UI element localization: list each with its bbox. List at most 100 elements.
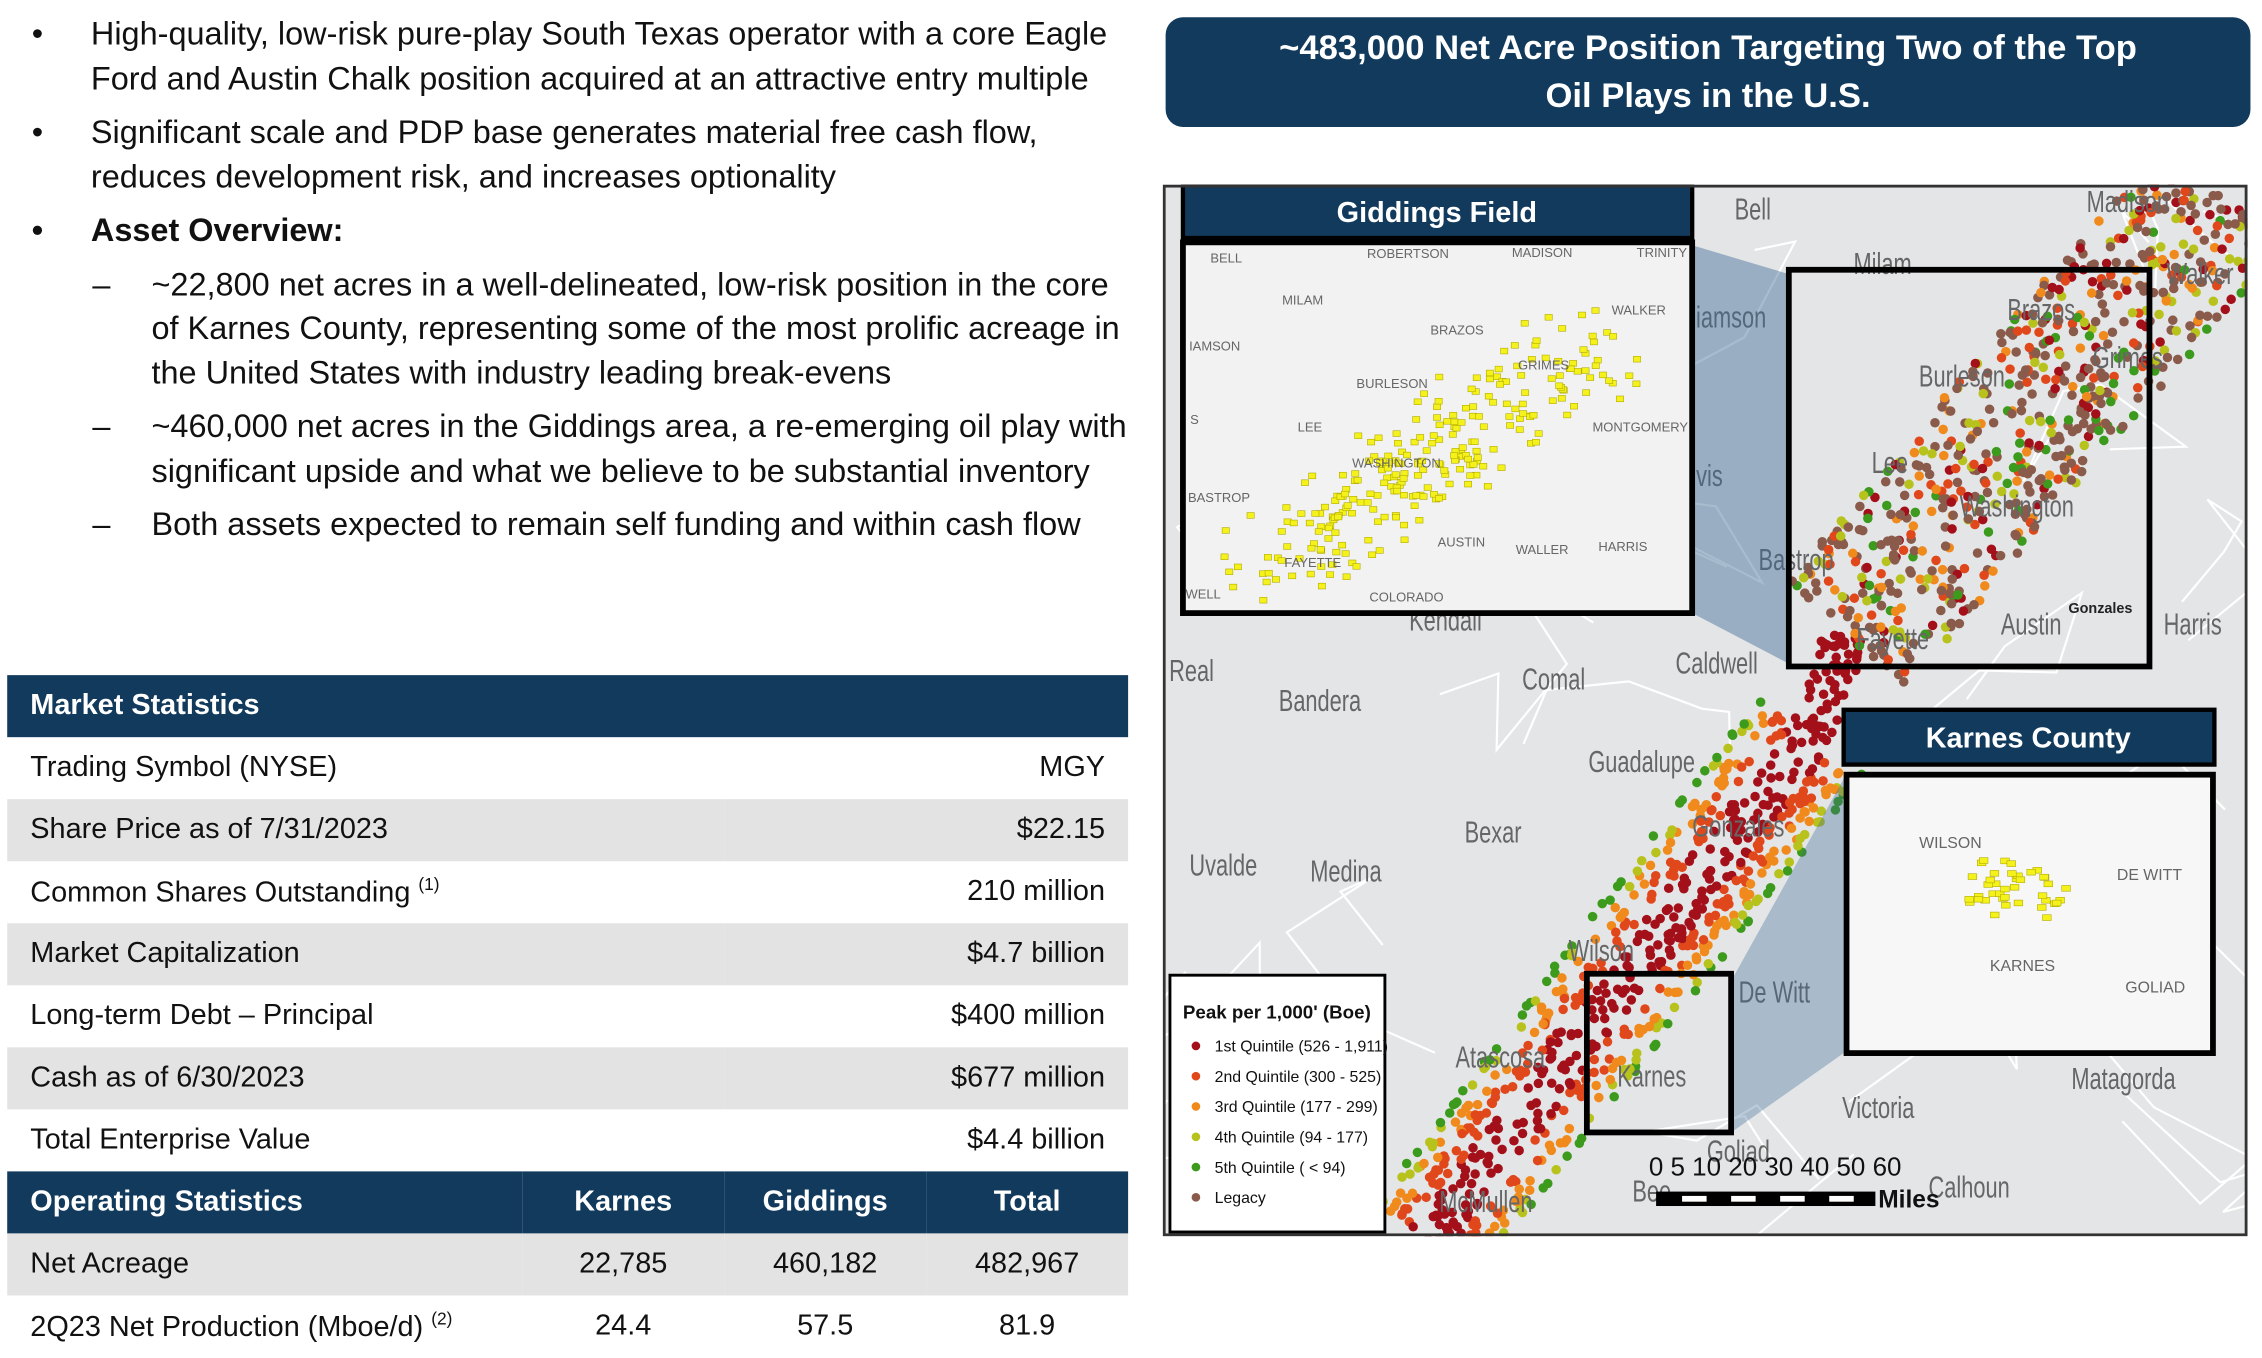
well-dot [1688,909,1699,919]
acreage [1229,583,1238,591]
well-dot [2212,280,2222,291]
acreage [2013,899,2024,907]
well-dot [1507,1082,1518,1092]
well-dot [1890,459,1901,470]
acreage [1456,466,1465,473]
well-dot [1793,841,1803,851]
well-dot [1837,591,1848,602]
acreage [1225,568,1234,576]
acreage [1353,476,1362,484]
acreage [2043,880,2053,888]
well-dot [2021,325,2032,335]
acreage [1505,413,1514,420]
well-dot [1895,574,1906,584]
well-dot [1764,825,1774,836]
well-dot [2128,338,2139,348]
well-dot [2169,276,2179,287]
well-dot [2096,398,2106,409]
well-dot [1609,1091,1619,1102]
well-dot [1786,743,1796,754]
county-label: Gonzales [2068,601,2132,617]
acreage [1428,439,1437,447]
row-value: $677 million [724,1047,1129,1110]
inset-label: MILAM [1282,292,1323,307]
well-dot [1927,448,1937,459]
well-dot [2106,270,2116,280]
well-dot [1597,898,1607,909]
well-dot [1697,904,1708,914]
well-dot [1827,727,1837,738]
well-dot [2145,246,2155,257]
county-label: Gonzales [1692,809,1784,843]
well-dot [1974,506,1985,517]
well-dot [1943,479,1953,489]
well-dot [1622,1071,1633,1081]
acreage [2061,885,2071,892]
well-dot [1736,857,1746,868]
acreage [1364,536,1373,544]
acreage [1632,380,1641,387]
header-cell: Giddings [724,1171,927,1234]
legend-swatch [1191,1193,1201,1202]
acreage [1472,374,1481,381]
well-dot [1946,598,1957,609]
well-dot [1648,831,1659,841]
well-dot [1687,850,1698,860]
acreage [1529,412,1538,419]
well-dot [1651,1023,1662,1033]
well-dot [1698,935,1709,945]
well-dot [2137,361,2148,372]
cell: 81.9 [999,1309,1056,1342]
acreage [1383,465,1392,472]
well-dot [1489,1221,1500,1232]
acreage [2015,876,2026,883]
acreage [1311,510,1320,517]
footnote: (1) [418,874,440,895]
acreage [1586,374,1595,381]
acreage [1277,528,1286,535]
county-line [1644,1103,1820,1180]
well-dot [1448,1217,1459,1227]
county-label: Calhoun [1929,1170,2010,1204]
well-dot [1705,844,1716,854]
well-dot [1442,1168,1453,1179]
acreage [1433,414,1441,421]
scale-ticks: 0 5 10 20 30 40 50 60 [1649,1152,1902,1182]
county-label: De Witt [1739,975,1811,1009]
well-dot [2039,491,2050,502]
well-dot [1552,1028,1562,1039]
header-cell: Market Statistics [7,675,1129,738]
acreage [1502,400,1511,408]
well-dot [1758,799,1769,810]
well-dot [1950,463,1961,474]
well-dot [2090,316,2101,327]
well-dot [1898,545,1909,555]
header-row: Market Statistics [7,675,1129,738]
well-dot [2172,263,2182,274]
county-label: Real [1169,653,1214,687]
acreage [1435,373,1444,381]
well-dot [2125,259,2135,269]
acreage [1518,400,1527,408]
well-dot [1755,836,1765,847]
well-dot [1955,441,1965,452]
well-dot [1739,798,1750,808]
county-label: Bexar [1465,815,1522,849]
well-dot [2101,258,2112,269]
well-dot [2083,363,2094,374]
well-dot [2152,190,2162,200]
well-dot [1712,899,1723,909]
well-dot [1825,559,1835,570]
well-dot [1554,1084,1565,1094]
inset-label: DE WITT [2117,867,2183,884]
acreage [1305,519,1314,527]
well-dot [1883,654,1893,665]
well-dot [1936,605,1946,616]
acreage [1394,459,1403,467]
acreage [1469,461,1478,468]
well-dot [1753,777,1763,787]
well-dot [2024,342,2035,353]
well-dot [1655,983,1665,994]
inset [1843,771,2216,1056]
acreage [1588,332,1597,340]
